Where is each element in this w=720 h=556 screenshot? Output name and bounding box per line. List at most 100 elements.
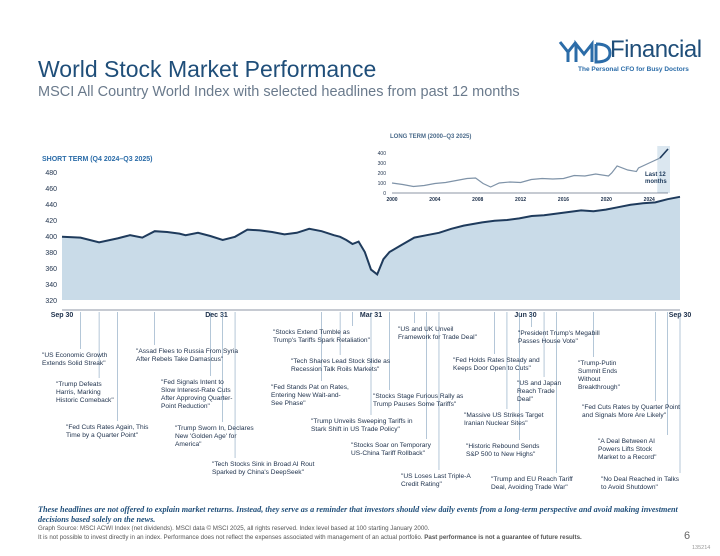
headline-line: After Approving Quarter- (161, 395, 232, 402)
long-term-x-tick-label: 2020 (601, 197, 612, 203)
headline-line: Extends Solid Streak" (42, 360, 106, 367)
headline-line: "Historic Rebound Sends (466, 443, 540, 450)
headline-line: "Trump-Putin (578, 360, 617, 367)
footer-notice: It is not possible to invest directly in… (38, 533, 582, 542)
headline-line: "US Economic Growth (42, 352, 108, 359)
headline-text: "Fed Signals Intent to Slow Interest-Rate… (161, 379, 232, 410)
long-term-highlight-label: Last 12 months (645, 172, 667, 185)
short-term-line (61, 195, 681, 276)
headline-text: "Trump Sworn In, Declares New 'Golden Age… (175, 425, 254, 448)
headline-line: Deal" (517, 396, 534, 403)
headline-text: "US Economic Growth Extends Solid Streak" (42, 352, 108, 367)
headline-text: "US and Japan Reach Trade Deal" (517, 380, 561, 403)
headline-line: "Trump Unveils Sweeping Tariffs in (311, 418, 413, 425)
headline-line: Slow Interest-Rate Cuts (161, 387, 231, 394)
headline-line: "Tech Shares Lead Stock Slide as (291, 358, 391, 365)
short-term-y-axis: 320 340 360 380 400 420 440 460 480 (45, 170, 57, 305)
headline-line: Time by a Quarter Point" (66, 432, 139, 439)
headline-text: "Stocks Soar on Temporary US-China Tariff… (351, 442, 432, 457)
headline-line: After Rebels Take Damascus" (136, 356, 224, 363)
headline-line: "Massive US Strikes Target (464, 412, 544, 419)
long-term-x-tick-label: 2004 (429, 197, 440, 203)
footer-notes: Graph Source: MSCI ACWI Index (net divid… (38, 524, 582, 542)
headline-line: Reach Trade (517, 388, 555, 395)
headline-text: "Historic Rebound Sends S&P 500 to New Hi… (466, 443, 540, 458)
headline-text: "Trump and EU Reach Tariff Deal, Avoiding… (491, 476, 573, 491)
headline-line: "US and Japan (517, 380, 561, 387)
headline-line: S&P 500 to New Highs" (466, 451, 536, 458)
short-term-x-tick-label: Sep 30 (51, 312, 74, 319)
short-term-y-tick-label: 340 (45, 282, 57, 289)
long-term-x-tick-label: 2008 (472, 197, 483, 203)
headline-line: Point Reduction" (161, 403, 211, 410)
headline-text: "US and UK Unveil Framework for Trade Dea… (398, 326, 478, 341)
long-term-y-tick-label: 0 (383, 191, 386, 197)
headline-line: Powers Lifts Stock (598, 446, 653, 453)
short-term-area (62, 196, 680, 300)
headline-line: "Trump Sworn In, Declares (175, 425, 254, 432)
headline-line: See Phase" (271, 400, 306, 407)
headline-line: Harris, Marking (56, 389, 101, 396)
headline-line: Historic Comeback" (56, 397, 114, 404)
headline-line: "President Trump's Megabill (518, 330, 600, 337)
headline-text: "Massive US Strikes Target Iranian Nuclea… (464, 412, 544, 427)
headline-text: "President Trump's Megabill Passes House … (518, 330, 600, 345)
long-term-y-tick-label: 400 (378, 151, 387, 157)
headline-line: Breakthrough" (578, 384, 621, 391)
long-term-highlight-line (659, 148, 669, 159)
brand-name: Financial (610, 36, 702, 63)
brand-logo: Financial The Personal CFO for Busy Doct… (556, 36, 706, 80)
headline-line: New 'Golden Age' for (175, 433, 237, 440)
document-code: 135214 (692, 545, 711, 551)
headline-text: "Trump Defeats Harris, Marking Historic Co… (56, 381, 114, 404)
headline-text: "Tech Stocks Sink in Broad AI Rout Sparke… (212, 461, 315, 476)
short-term-y-tick-label: 320 (45, 298, 57, 305)
headline-line: Trump's Tariffs Spark Retaliation" (273, 337, 371, 344)
long-term-inset: LONG TERM (2000–Q3 2025) 0 100 200 300 400 200… (378, 134, 670, 203)
short-term-panel-label: SHORT TERM (Q4 2024–Q3 2025) (42, 156, 153, 163)
footer-disclaimer: These headlines are not offered to expla… (38, 505, 678, 524)
headline-text: "Assad Flees to Russia From Syria After R… (136, 348, 238, 363)
headline-line: "Fed Holds Rates Steady and (453, 357, 540, 364)
headline-line: Passes House Vote" (518, 338, 579, 345)
headline-text: "Tech Shares Lead Stock Slide as Recessio… (291, 358, 391, 373)
headline-line: America" (175, 441, 202, 448)
headline-line: "Assad Flees to Russia From Syria (136, 348, 238, 355)
long-term-x-tick-label: 2012 (515, 197, 526, 203)
long-term-x-tick-label: 2016 (558, 197, 569, 203)
headline-line: Deal, Avoiding Trade War" (491, 484, 568, 491)
long-term-x-tick-label: 2000 (386, 197, 397, 203)
short-term-y-tick-label: 440 (45, 202, 57, 209)
headline-annotations: "US Economic Growth Extends Solid Streak"… (42, 326, 680, 491)
headline-line: "US and UK Unveil (398, 326, 454, 333)
headline-line: Keeps Door Open to Cuts" (453, 365, 532, 372)
page-title: World Stock Market Performance (38, 56, 377, 82)
headline-line: "Trump Defeats (56, 381, 102, 388)
headline-line: Market to a Record" (598, 454, 657, 461)
long-term-y-tick-label: 300 (378, 161, 387, 167)
headline-line: "Fed Cuts Rates Again, This (66, 424, 149, 431)
headline-text: "US Loses Last Triple-A Credit Rating" (401, 473, 471, 488)
headline-text: "Fed Holds Rates Steady and Keeps Door Op… (453, 357, 540, 372)
page-subtitle: MSCI All Country World Index with select… (38, 84, 520, 100)
long-term-y-tick-label: 200 (378, 171, 387, 177)
short-term-y-tick-label: 460 (45, 186, 57, 193)
long-term-panel-label: LONG TERM (2000–Q3 2025) (390, 134, 471, 140)
short-term-y-tick-label: 420 (45, 218, 57, 225)
headline-line: Framework for Trade Deal" (398, 334, 478, 341)
headline-text: "Stocks Stage Furious Rally as Trump Paus… (373, 393, 464, 408)
headline-text: "Trump Unveils Sweeping Tariffs in Stark … (311, 418, 413, 433)
short-term-y-tick-label: 480 (45, 170, 57, 177)
headline-text: "Fed Cuts Rates Again, This Time by a Qua… (66, 424, 149, 439)
headline-text: "No Deal Reached in Talks to Avoid Shutdo… (601, 476, 680, 491)
short-term-y-tick-label: 400 (45, 234, 57, 241)
footer-source: Graph Source: MSCI ACWI Index (net divid… (38, 525, 430, 532)
headline-line: "Stocks Extend Tumble as (273, 329, 350, 336)
long-term-y-tick-label: 100 (378, 181, 387, 187)
long-term-x-tick-label: 2024 (644, 197, 655, 203)
headline-line: Iranian Nuclear Sites" (464, 420, 528, 427)
headline-line: Recession Talk Roils Markets" (291, 366, 380, 373)
headline-line: to Avoid Shutdown" (601, 484, 659, 491)
headline-line: "Fed Stands Pat on Rates, (271, 384, 349, 391)
headline-text: "Trump-Putin Summit Ends Without Breakthrou… (578, 360, 621, 391)
